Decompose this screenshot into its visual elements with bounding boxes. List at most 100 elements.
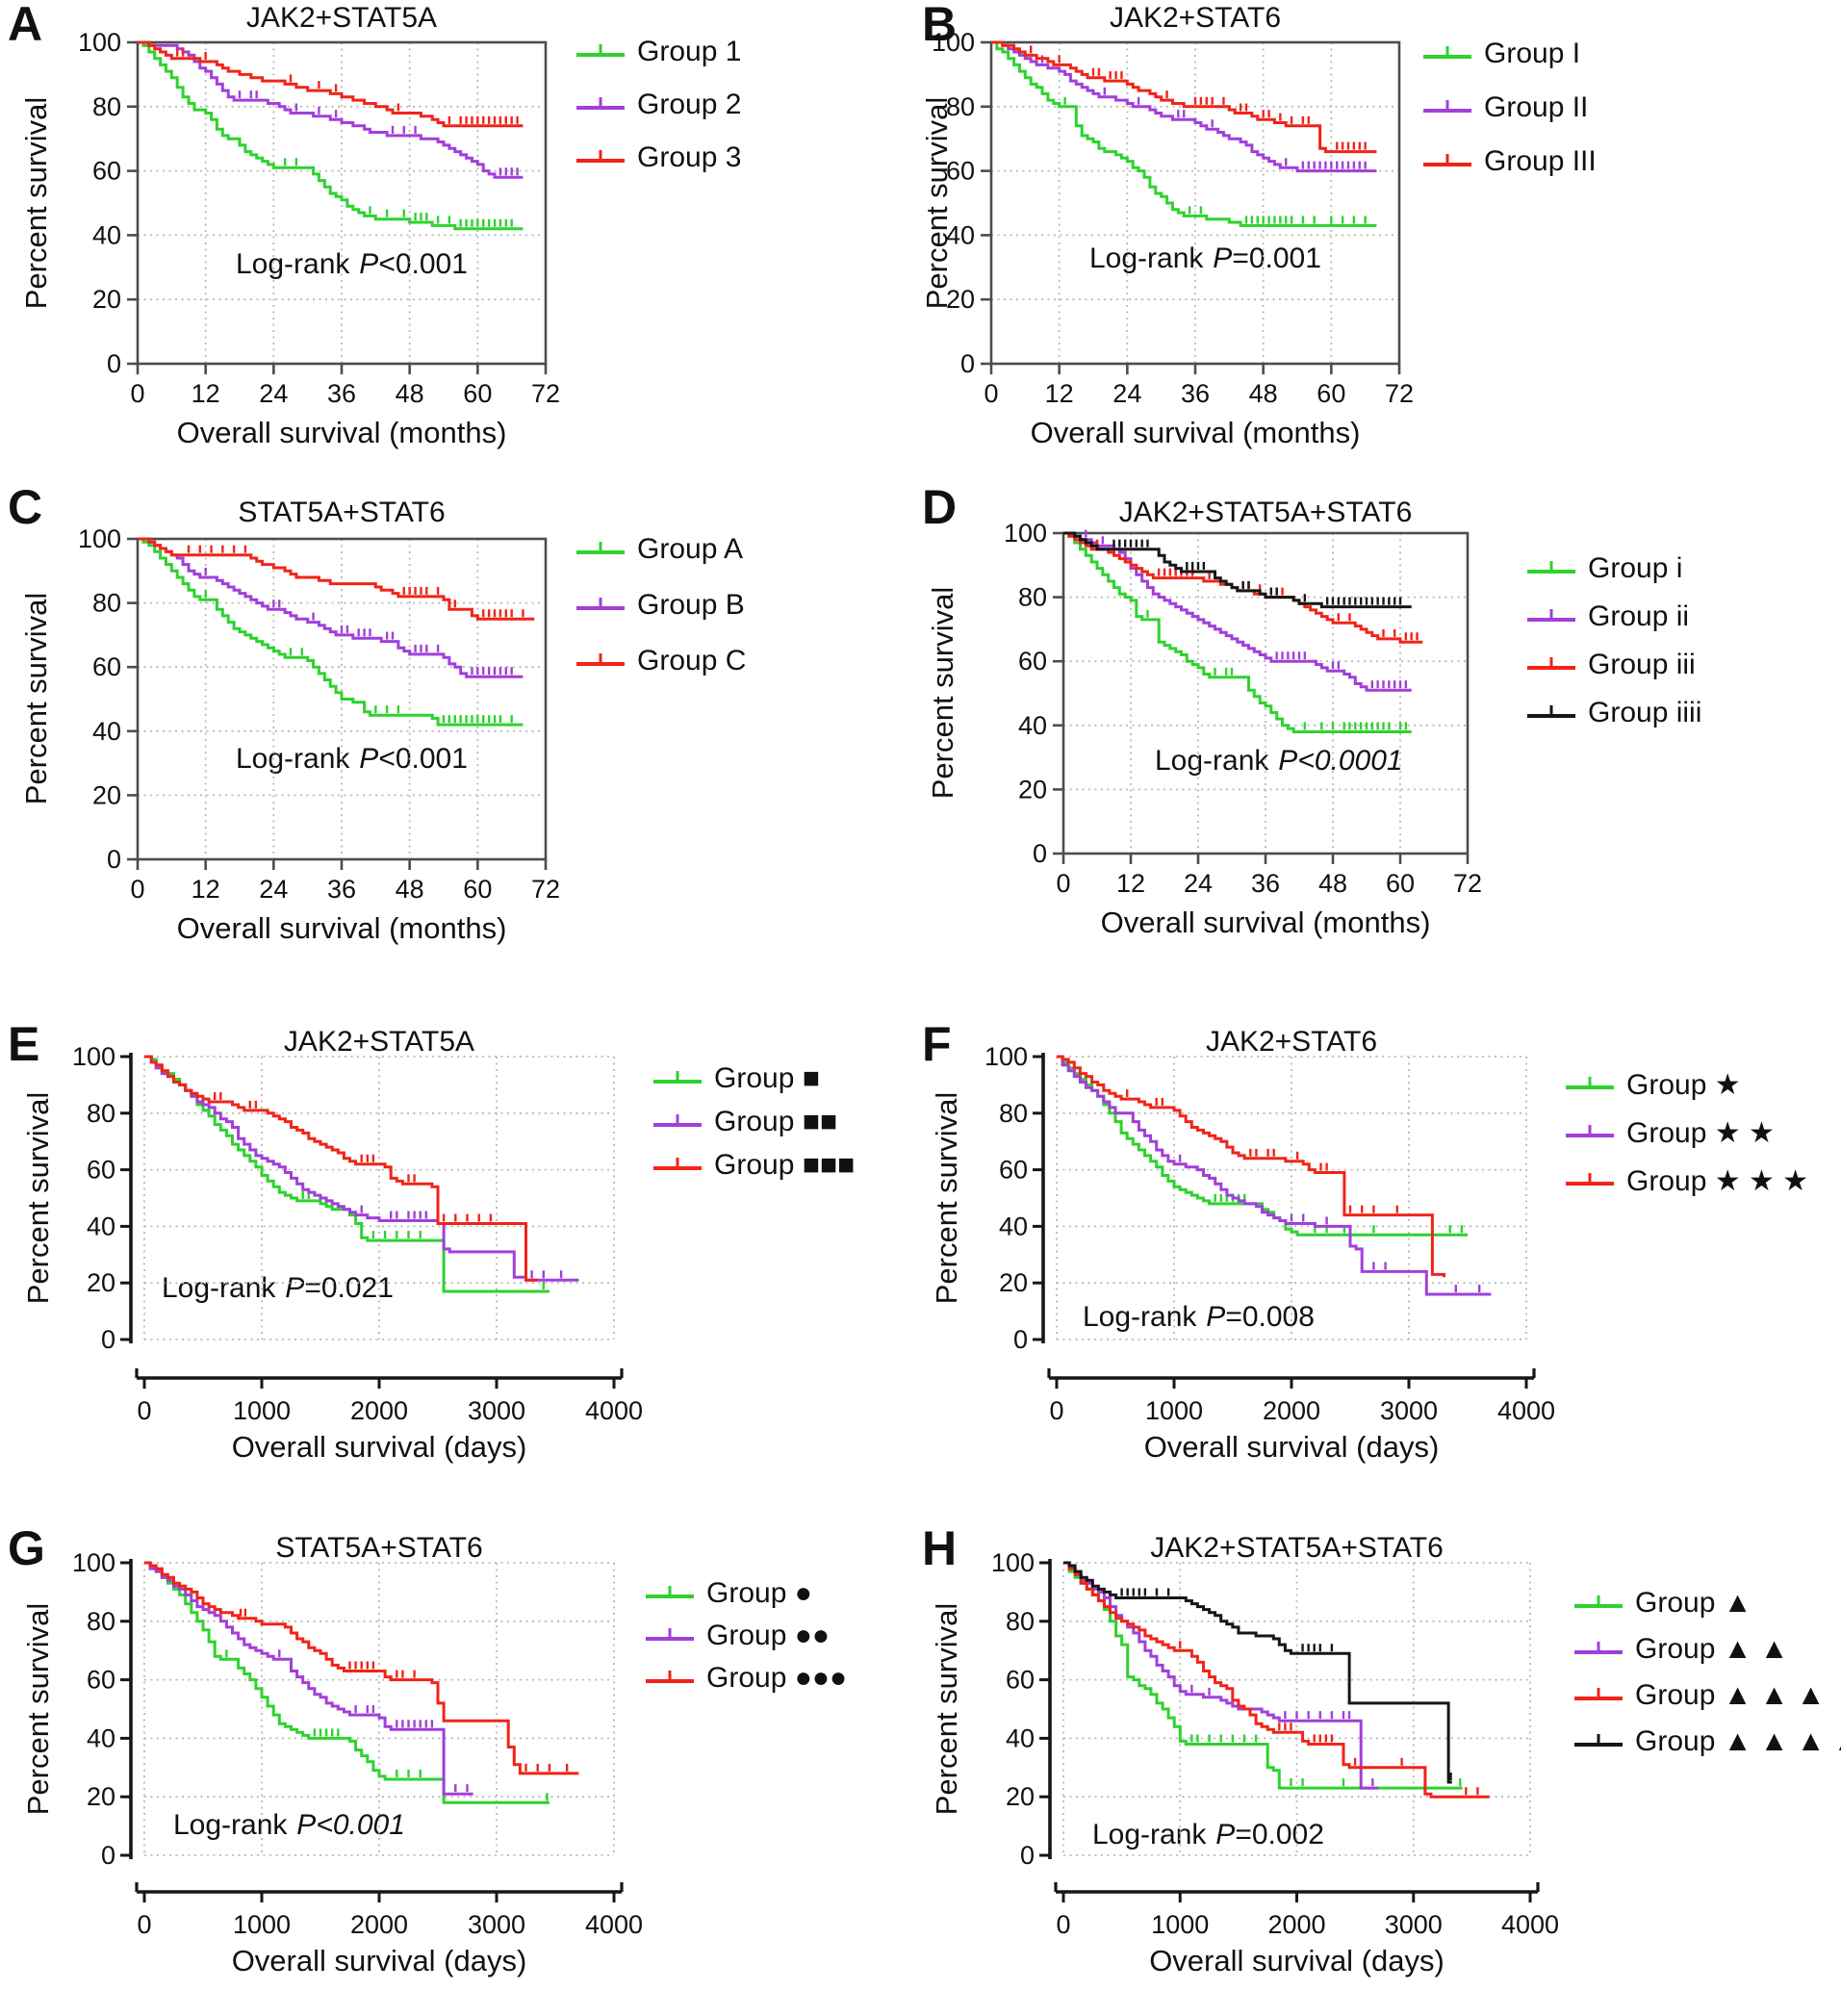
legend-marker-line	[1527, 561, 1575, 574]
svg-text:100: 100	[72, 1042, 115, 1071]
svg-text:40: 40	[1006, 1723, 1035, 1752]
svg-text:1000: 1000	[233, 1910, 291, 1939]
legend-item: Group I	[1422, 27, 1597, 81]
legend-marker-line	[1527, 609, 1575, 622]
svg-text:4000: 4000	[585, 1910, 643, 1939]
legend: Group A Group B Group C	[575, 522, 746, 689]
svg-text:80: 80	[92, 589, 121, 618]
legend-label: Group iiii	[1588, 697, 1702, 728]
svg-text:40: 40	[87, 1212, 115, 1240]
legend-label: Group ★ ★	[1626, 1116, 1775, 1149]
panel-c: C STAT5A+STAT6 Percent survival Overall …	[0, 472, 914, 1020]
svg-text:0: 0	[1013, 1325, 1028, 1354]
legend-marker-line	[646, 1671, 694, 1683]
svg-text:40: 40	[999, 1212, 1028, 1240]
legend: Group ■ Group ■■ Group ■■■	[652, 1057, 855, 1187]
svg-text:60: 60	[1018, 647, 1047, 676]
svg-text:0: 0	[101, 1841, 115, 1870]
svg-text:20: 20	[1006, 1782, 1035, 1811]
chart-title: JAK2+STAT5A+STAT6	[1150, 1532, 1444, 1564]
legend-item: Group ●●●	[645, 1657, 847, 1699]
chart-title: JAK2+STAT6	[1109, 2, 1282, 34]
legend: Group ● Group ●● Group ●●●	[645, 1572, 847, 1699]
legend-label: Group ■	[714, 1061, 820, 1094]
svg-text:24: 24	[1112, 379, 1141, 408]
legend-label: Group i	[1588, 552, 1683, 584]
svg-text:100: 100	[1004, 519, 1047, 548]
legend-marker-line	[1423, 154, 1471, 166]
svg-text:48: 48	[1318, 869, 1347, 898]
svg-text:48: 48	[396, 875, 424, 904]
panel-f: F JAK2+STAT6 Percent survival Overall su…	[914, 1020, 1841, 1520]
km-curve	[144, 1055, 579, 1282]
km-curve	[144, 1055, 538, 1282]
km-curve	[1063, 531, 1412, 692]
km-curve	[991, 40, 1377, 154]
legend-label: Group III	[1484, 145, 1597, 177]
legend-marker-line	[653, 1070, 702, 1084]
panel-letter: H	[922, 1521, 958, 1575]
svg-text:20: 20	[92, 780, 121, 809]
svg-text:1000: 1000	[233, 1396, 291, 1425]
panel-letter: C	[8, 480, 43, 534]
svg-text:24: 24	[1184, 869, 1213, 898]
legend-marker-line	[1423, 100, 1471, 113]
legend: Group I Group II Group III	[1422, 27, 1597, 189]
legend-label: Group ▲ ▲ ▲	[1635, 1679, 1826, 1711]
legend-marker-line	[1423, 46, 1471, 59]
svg-text:72: 72	[531, 875, 560, 904]
svg-text:12: 12	[1045, 379, 1074, 408]
svg-text:60: 60	[87, 1156, 115, 1185]
svg-text:0: 0	[137, 1396, 151, 1425]
legend-label: Group ★ ★ ★	[1626, 1164, 1809, 1197]
km-curve	[1063, 1561, 1452, 1784]
svg-text:100: 100	[991, 1548, 1035, 1577]
svg-text:60: 60	[463, 379, 492, 408]
svg-text:3000: 3000	[1385, 1910, 1443, 1939]
svg-text:3000: 3000	[468, 1910, 525, 1939]
panel-letter: A	[8, 0, 43, 51]
legend-label: Group ■■	[714, 1105, 837, 1137]
svg-text:0: 0	[101, 1325, 115, 1354]
svg-text:2000: 2000	[350, 1396, 408, 1425]
legend: Group ▲ Group ▲ ▲ Group ▲ ▲ ▲ Group ▲ ▲ ▲ ▲	[1573, 1580, 1841, 1765]
panel-letter: D	[922, 480, 958, 534]
km-curve	[138, 40, 524, 179]
legend-marker-line	[576, 542, 625, 554]
svg-text:4000: 4000	[585, 1396, 643, 1425]
legend-item: Group B	[575, 577, 746, 633]
svg-text:0: 0	[137, 1910, 151, 1939]
legend-marker-line	[1574, 1734, 1623, 1747]
svg-text:20: 20	[92, 285, 121, 314]
legend-item: Group ▲ ▲ ▲	[1573, 1672, 1841, 1719]
p-value: =0.001	[1232, 242, 1321, 274]
x-axis-label: Overall survival (months)	[1100, 906, 1431, 939]
legend-item: Group ii	[1526, 593, 1701, 641]
legend-item: Group ●●	[645, 1615, 847, 1657]
panel-letter: B	[922, 0, 958, 51]
km-curve	[144, 1561, 550, 1804]
chart-title: JAK2+STAT6	[1205, 1026, 1378, 1058]
panel-letter: G	[8, 1521, 45, 1575]
legend-item: Group ■■■	[652, 1143, 855, 1187]
legend-item: Group ▲ ▲ ▲ ▲	[1573, 1719, 1841, 1765]
svg-text:72: 72	[531, 379, 560, 408]
legend-label: Group ●●●	[706, 1662, 848, 1694]
legend-marker-line	[646, 1628, 694, 1641]
legend-label: Group ii	[1588, 600, 1690, 632]
km-curve	[1063, 1561, 1379, 1790]
km-curve	[138, 40, 524, 231]
legend-marker-line	[1574, 1595, 1623, 1608]
legend-item: Group iiii	[1526, 689, 1701, 737]
svg-text:100: 100	[984, 1042, 1028, 1071]
legend-item: Group ★ ★	[1565, 1109, 1808, 1157]
logrank-prefix: Log-rank	[1092, 1819, 1207, 1850]
km-curve	[144, 1561, 473, 1796]
legend-marker-line	[576, 96, 625, 110]
p-symbol: P	[359, 743, 379, 775]
legend-item: Group III	[1422, 135, 1597, 189]
svg-text:40: 40	[87, 1723, 115, 1752]
